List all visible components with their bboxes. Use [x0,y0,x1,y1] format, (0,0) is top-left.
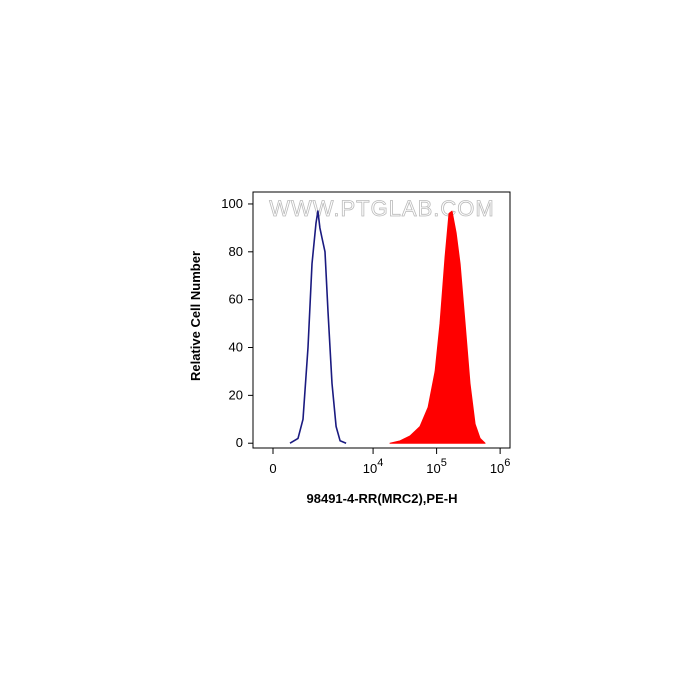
x-tick-exponent: 6 [504,457,510,469]
y-tick-label: 60 [229,292,243,307]
x-tick-label: 106 [490,457,511,476]
y-tick-label: 100 [221,196,243,211]
x-tick-base: 10 [363,461,377,476]
filled-histogram [389,210,486,444]
x-tick-exponent: 5 [441,457,447,469]
plot-frame [252,191,511,449]
y-tick-label: 20 [229,387,243,402]
x-tick-base: 0 [269,461,276,476]
y-tick-label: 40 [229,340,243,355]
x-tick-base: 10 [426,461,440,476]
x-tick-label: 0 [269,461,276,476]
x-tick-exponent: 4 [377,457,383,469]
y-tick-label: 0 [236,435,243,450]
y-axis-title: Relative Cell Number [188,251,203,381]
watermark: WWW.PTGLAB.COM [269,196,494,221]
x-tick-label: 105 [426,457,447,476]
histogram-line [289,210,347,444]
x-tick-label: 104 [363,457,384,476]
x-tick-base: 10 [490,461,504,476]
x-axis-title: 98491-4-RR(MRC2),PE-H [307,491,458,506]
y-tick-label: 80 [229,244,243,259]
